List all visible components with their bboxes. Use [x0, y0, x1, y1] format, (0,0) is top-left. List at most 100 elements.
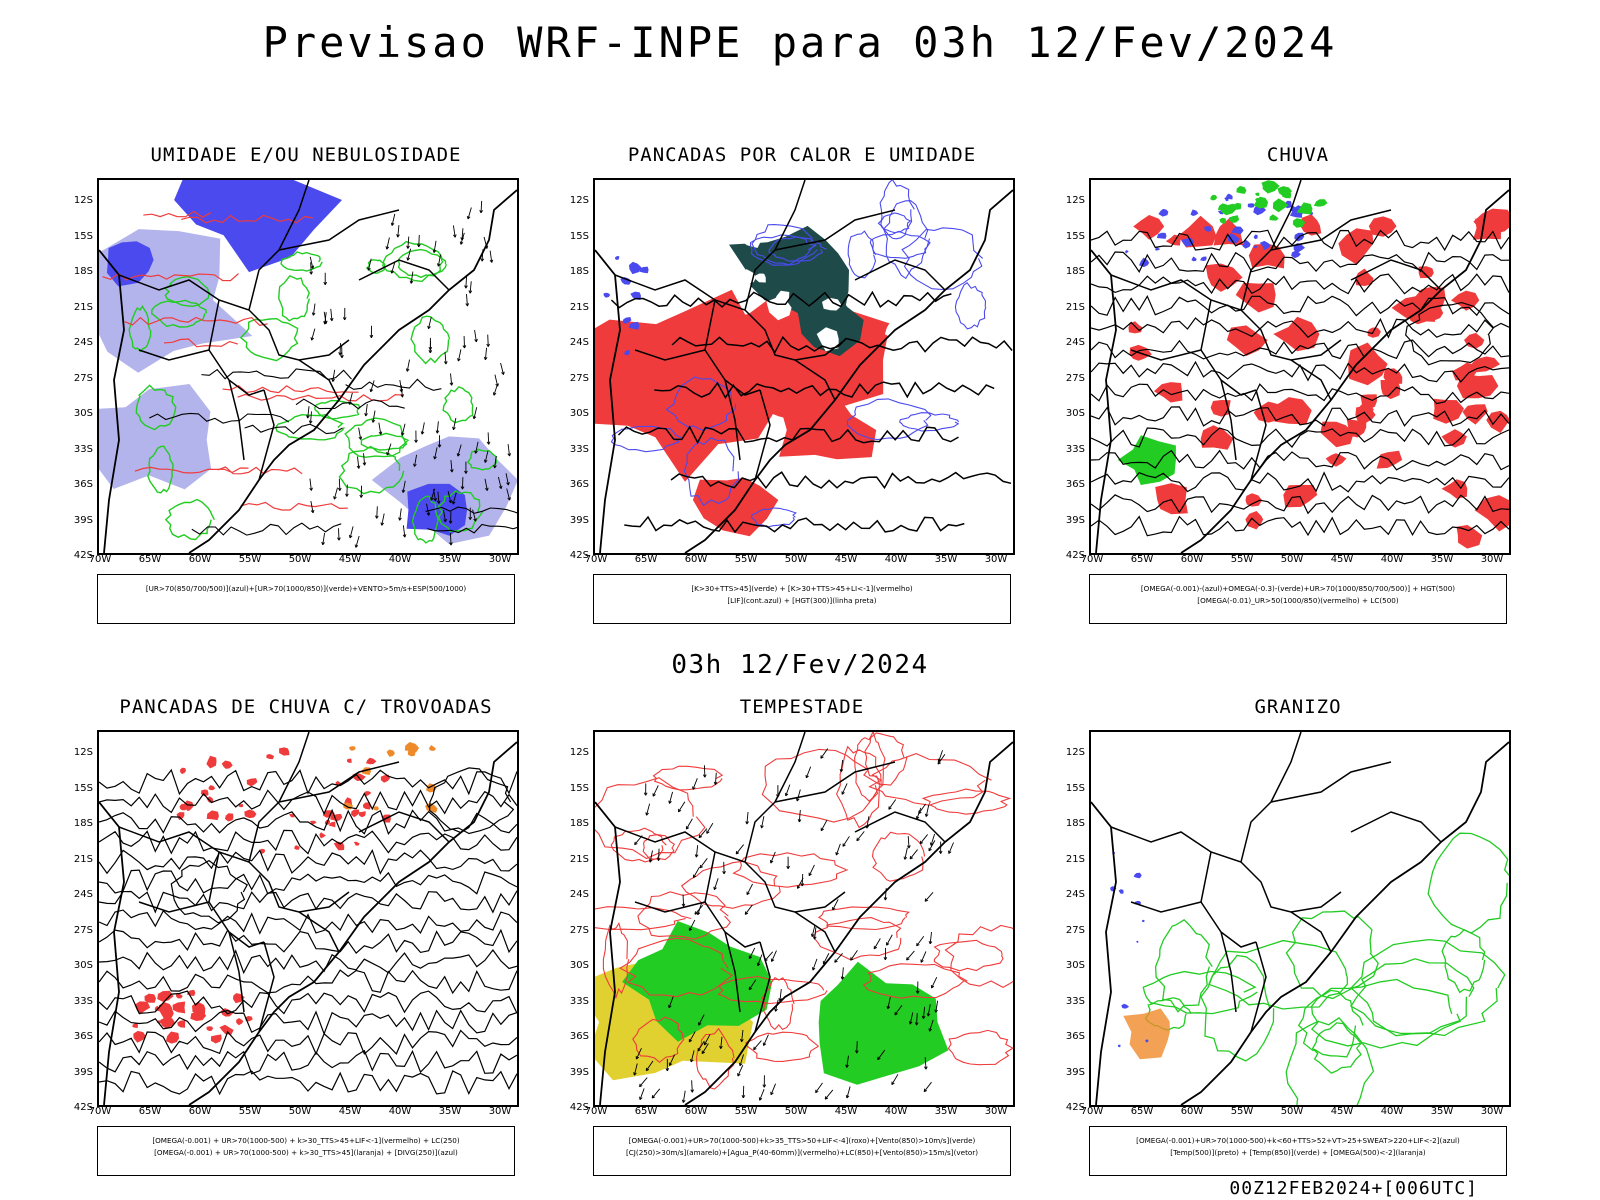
panel-title: PANCADAS DE CHUVA C/ TROVOADAS: [119, 696, 493, 718]
wind-vector: [376, 506, 378, 519]
thunderstorm-area: [352, 772, 366, 781]
wind-vector: [397, 225, 400, 238]
wind-vector: [779, 988, 782, 1001]
lon-tick-label: 35W: [1430, 554, 1454, 565]
wind-vector-head: [390, 270, 395, 274]
wind-vector-head: [914, 1022, 919, 1026]
wind-vector: [407, 248, 412, 261]
wind-vector: [739, 1054, 744, 1066]
hgt500-contour: [1091, 339, 1509, 360]
hgt500-contour: [1091, 427, 1509, 448]
wind-vector-head: [808, 872, 812, 877]
wind-vector-head: [309, 271, 313, 275]
thunderstorm-area: [386, 749, 395, 757]
wind-vector-head: [498, 485, 503, 489]
wind-vector-head: [409, 280, 414, 284]
humidity-contour: [278, 275, 311, 322]
wind-vector-head: [430, 497, 434, 501]
lat-tick-label: 39S: [569, 1066, 589, 1078]
humidity-contour: [163, 275, 211, 308]
wind-vector-head: [507, 453, 512, 457]
wind-vector-head: [928, 847, 932, 852]
wind-vector: [450, 373, 453, 386]
wind-vector-head: [934, 1009, 938, 1013]
wind-vector: [402, 525, 406, 538]
wind-vector-head: [745, 821, 749, 825]
legend-line: [OMEGA(-0.001)-(azul)+OMEGA(-0.3)-(verde…: [1140, 584, 1456, 593]
wind-vector: [927, 1004, 931, 1017]
wind-vector-head: [321, 541, 325, 546]
wind-vector-head: [433, 498, 437, 502]
wind-vector: [909, 849, 918, 860]
legend-line: [OMEGA(-0.001) + UR>70(1000-500) + k>30_…: [152, 1136, 460, 1145]
wind-vector: [669, 1054, 676, 1066]
omega-area: [1253, 234, 1258, 240]
wind-vector-head: [329, 317, 334, 322]
wind-vector-head: [378, 431, 383, 435]
thickness-contour: [217, 466, 303, 475]
wind-vector: [841, 967, 844, 980]
wind-vector: [891, 1074, 899, 1085]
wind-vector: [697, 903, 702, 915]
wind-vector-head: [417, 244, 421, 248]
wind-vector-head: [696, 911, 701, 916]
wind-vector: [349, 526, 354, 539]
political-borders: [614, 732, 946, 1033]
lat-tick-label: 15S: [1065, 782, 1085, 794]
lat-tick-label: 21S: [569, 853, 589, 865]
streamline: [99, 928, 517, 954]
wind-vector: [904, 847, 908, 860]
wind-vector-head: [937, 758, 942, 762]
wind-vector: [924, 892, 934, 902]
wind-vector-head: [348, 534, 353, 539]
wind-vector: [920, 951, 927, 963]
wind-vector: [805, 766, 812, 779]
precip-water-contour: [610, 827, 667, 863]
convective-area: [729, 225, 849, 319]
wind-vector-head: [413, 463, 417, 467]
hail-area: [1133, 872, 1142, 879]
lat-tick-label: 33S: [73, 443, 93, 455]
lon-tick-label: 45W: [338, 554, 362, 565]
lat-tick-label: 30S: [1065, 960, 1085, 971]
streamline: [99, 909, 517, 935]
rain-area: [1155, 483, 1188, 515]
thunderstorm-area: [179, 803, 187, 811]
wind-vector: [338, 478, 341, 491]
wind-vector-head: [930, 985, 935, 989]
lon-tick-label: 65W: [1130, 554, 1154, 565]
wind-vector-head: [797, 819, 802, 823]
precip-water-contour: [632, 1016, 685, 1064]
legend-line: [K>30+TTS>45](verde) + [K>30+TTS>45+LI<-…: [691, 584, 913, 593]
lat-tick-label: 12S: [569, 747, 589, 758]
legend-line: [UR>70(850/700/500)](azul)+[UR>70(1000/8…: [145, 584, 467, 593]
rain-area: [1486, 410, 1509, 433]
wind-vector: [311, 328, 316, 341]
lat-tick-label: 27S: [1065, 372, 1085, 384]
thunderstorm-area: [166, 1031, 180, 1044]
humidity-area: [99, 384, 212, 490]
humidity-contour: [411, 495, 440, 544]
wind-vector: [645, 1060, 654, 1072]
wind-vector-head: [924, 813, 929, 817]
lif-area: [629, 261, 642, 275]
wind-vector-head: [462, 345, 467, 349]
wind-vector-head: [888, 806, 892, 810]
wind-vector: [658, 848, 660, 861]
wind-vector: [689, 919, 696, 931]
humidity-contour: [147, 445, 174, 494]
wind-vector: [693, 866, 700, 878]
omega-area: [1158, 208, 1169, 217]
wind-vector: [770, 851, 776, 864]
wind-vector-head: [921, 1015, 926, 1020]
wind-vector: [500, 362, 504, 375]
wind-vector-head: [690, 1058, 694, 1063]
wind-vector-head: [448, 499, 453, 504]
pressure-contour: [427, 523, 517, 534]
wind-vector: [761, 816, 765, 829]
precip-water-contour: [871, 831, 926, 882]
thickness-contour: [237, 393, 404, 402]
lat-tick-label: 21S: [1065, 853, 1085, 865]
wind-vector: [735, 844, 744, 855]
wind-vector: [737, 1064, 744, 1077]
